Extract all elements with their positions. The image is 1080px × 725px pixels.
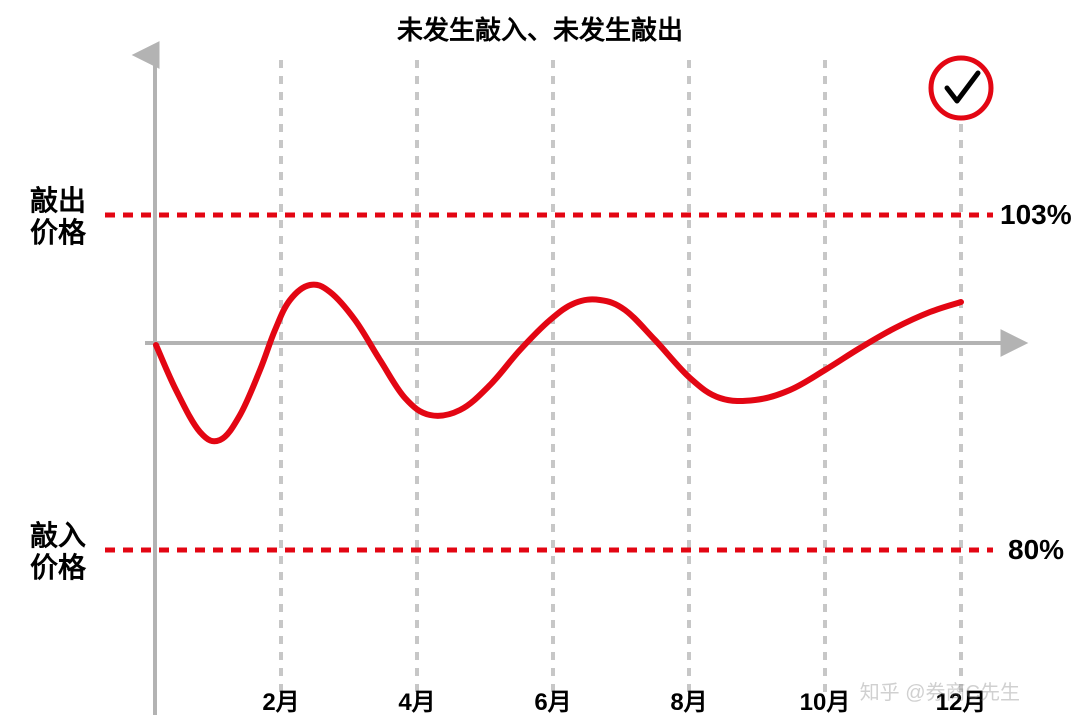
xtick-label: 4月 [398, 682, 435, 717]
knock_in-left-label: 敲入价格 [30, 520, 86, 584]
chart-svg [0, 0, 1080, 725]
xtick-label: 8月 [670, 682, 707, 717]
xtick-label: 6月 [534, 682, 571, 717]
watermark: 知乎 @券商C先生 [860, 676, 1020, 705]
knock_in-right-label: 80% [1008, 534, 1064, 566]
xtick-label: 2月 [262, 682, 299, 717]
knock_out-right-label: 103% [1000, 199, 1072, 231]
xtick-label: 10月 [800, 682, 851, 717]
knock_out-left-label: 敲出价格 [30, 185, 86, 249]
chart-container: 未发生敲入、未发生敲出 敲出价格敲入价格 103%80% 2月4月6月8月10月… [0, 0, 1080, 725]
